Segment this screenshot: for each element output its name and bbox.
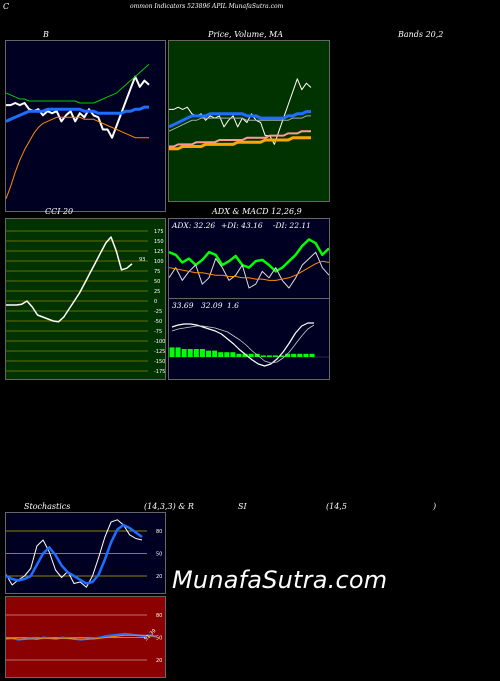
rsi-line: [5, 632, 157, 641]
stoch-title-d: (14,5: [326, 502, 347, 511]
cci-line: [6, 236, 133, 323]
cci-tick-label: -100: [154, 339, 165, 345]
macd-hist-bar: [199, 349, 205, 357]
macd-macd-line: [171, 322, 314, 367]
macd-panel: 33.69 32.09 1.6: [168, 298, 330, 380]
stoch-title-a: Stochastics: [24, 502, 71, 511]
macd-hist-bar: [175, 347, 181, 357]
price-ma_blue-line: [168, 110, 311, 129]
adx-mdi-line: [168, 251, 330, 289]
mdi-value: -DI: 22.11: [273, 221, 311, 230]
stoch-tick-label: 20: [156, 574, 162, 580]
header-c: C: [3, 2, 10, 11]
cci-tick-label: -125: [154, 349, 165, 355]
macd-chart: [169, 299, 329, 379]
cci-tick-label: 175: [154, 229, 164, 235]
macd-hist-bar: [242, 353, 248, 357]
price-ma-chart: [168, 41, 329, 201]
macd-hist-bar: [303, 353, 309, 357]
rsi-panel: 80 50 20 51.39: [5, 596, 166, 678]
cci-chart: 175 150 125 100 75 50 25 0 -25 -50 -75 -100 -125 -150…: [6, 219, 165, 379]
cci-tick-label: -50: [154, 319, 162, 325]
cci-tick-label: -25: [154, 309, 162, 315]
bollinger-chart: [5, 41, 165, 211]
cci-tick-label: 100: [154, 259, 164, 265]
cci-panel: 175 150 125 100 75 50 25 0 -25 -50 -75 -100 -125 -150…: [5, 218, 166, 380]
adx-chart: [168, 219, 330, 299]
signal-value: 32.09: [201, 301, 223, 310]
hist-value: 1.6: [227, 301, 239, 310]
macd-hist-bar: [266, 355, 272, 357]
cci-tick-label: 125: [154, 249, 164, 255]
price-ma_gray-line: [168, 115, 311, 132]
adx-macd-title: ADX & MACD 12,26,9: [212, 207, 302, 216]
cci-last-label: 93: [139, 257, 145, 263]
stoch-tick-label: 50: [156, 552, 162, 558]
rsi-tick-label: 50: [156, 636, 162, 642]
rsi-tick-label: 20: [156, 658, 162, 664]
macd-hist-bar: [169, 347, 175, 357]
stoch-title-b: (14,3,3) & R: [144, 502, 194, 511]
macd-hist-bar: [218, 352, 224, 357]
stochastics-panel: 80 50 20: [5, 512, 166, 594]
macd-hist-bar: [224, 352, 230, 357]
stoch-d-line: [5, 523, 143, 585]
stoch-title-c: SI: [238, 502, 247, 511]
macd-hist-bar: [248, 353, 254, 357]
cci-tick-label: -175: [154, 369, 165, 375]
stoch-k-line: [5, 519, 143, 588]
bollinger-middle-line: [5, 105, 149, 123]
watermark: MunafaSutra.com: [172, 566, 388, 594]
cci-tick-label: -75: [154, 329, 162, 335]
cci-tick-label: 25: [154, 289, 160, 295]
cci-title: CCI 20: [45, 207, 74, 216]
macd-hist-bar: [297, 353, 303, 357]
adx-value: ADX: 32.26: [172, 221, 216, 230]
stoch-title-e: ): [433, 502, 437, 511]
stochastics-chart: 80 50 20: [5, 513, 165, 593]
cci-tick-label: -150: [154, 359, 165, 365]
macd-hist-bar: [279, 355, 285, 357]
bollinger-upper-line: [5, 63, 150, 104]
bollinger-panel: [5, 40, 166, 212]
macd-hist-bar: [236, 353, 242, 357]
pdi-value: +DI: 43.16: [221, 221, 263, 230]
bollinger-title: B: [43, 30, 49, 39]
bollinger-lower-line: [5, 116, 149, 199]
macd-hist-bar: [187, 349, 193, 357]
page-title: ommon Indicators 523896 APIL MunafaSutra…: [130, 3, 284, 10]
macd-hist-bar: [193, 349, 199, 357]
cci-tick-label: 0: [154, 299, 157, 305]
macd-hist-bar: [212, 350, 218, 357]
macd-hist-bar: [181, 349, 187, 357]
macd-hist-bar: [260, 355, 266, 357]
macd-hist-bar: [309, 353, 315, 357]
price-ma_orange-line: [169, 136, 311, 151]
macd-hist-bar: [206, 350, 212, 357]
macd-hist-bar: [272, 355, 278, 357]
price-price-line: [169, 78, 312, 145]
rsi-tick-label: 80: [156, 613, 162, 619]
bands-title: Bands 20,2: [398, 30, 444, 39]
adx-panel: ADX: 32.26 +DI: 43.16 -DI: 22.11: [168, 218, 330, 300]
stoch-tick-label: 80: [156, 529, 162, 535]
cci-tick-label: 150: [154, 239, 164, 245]
macd-value: 33.69: [172, 301, 194, 310]
price-ma-title: Price, Volume, MA: [208, 30, 284, 39]
cci-tick-label: 50: [154, 279, 160, 285]
adx-line: [168, 260, 330, 281]
macd-hist-bar: [291, 353, 297, 357]
price-ma_pink-line: [169, 130, 311, 148]
cci-tick-label: 75: [154, 269, 160, 275]
price-ma-panel: [168, 40, 330, 202]
rsi-smooth-line: [6, 634, 156, 640]
macd-signal-line: [171, 324, 315, 364]
macd-hist-bar: [230, 352, 236, 357]
macd-hist-bar: [285, 353, 291, 357]
